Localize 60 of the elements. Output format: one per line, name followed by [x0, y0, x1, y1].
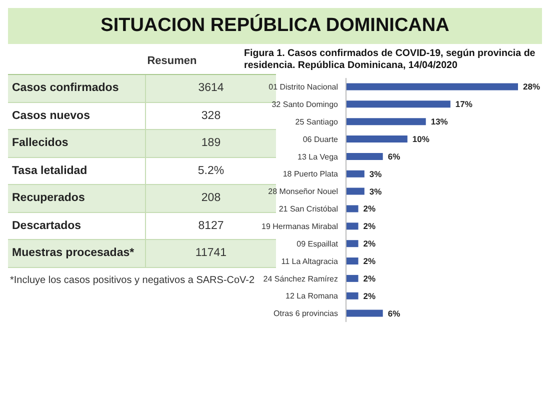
data-label: 2% [363, 256, 376, 266]
y-tick-label: 12 La Romana [286, 292, 339, 301]
text: *Incluye los casos positivos y negativos a SARS-CoV-2 [10, 274, 255, 286]
text: 208 [201, 192, 221, 204]
category-label: Descartados [8, 212, 146, 239]
category-label: Recuperados [8, 185, 146, 212]
bar [346, 118, 426, 126]
bar [346, 274, 358, 282]
data-label: 2% [363, 221, 376, 232]
text: 189 [201, 137, 221, 150]
data-label: 3% [369, 168, 382, 179]
text: 5.2% [198, 164, 224, 177]
bar [346, 310, 383, 317]
y-tick-label: 13 La Vega [298, 152, 339, 162]
text: Resumen [147, 55, 197, 67]
data-label: 3% [369, 186, 382, 196]
text: 11741 [195, 247, 227, 260]
bar [346, 205, 358, 212]
bar [346, 83, 518, 90]
bar [346, 100, 450, 108]
y-tick-label: 11 La Altagracia [281, 256, 339, 266]
y-tick-label: 32 Santo Domingo [272, 100, 339, 109]
data-label: 6% [388, 308, 401, 318]
data-label: 17% [455, 99, 473, 110]
category-label: Tasa letalidad [8, 158, 146, 184]
category-label: Casos nuevos [8, 102, 146, 129]
data-label: 6% [388, 151, 401, 162]
category-label: Fallecidos [8, 130, 146, 156]
text: 8127 [198, 220, 224, 232]
text: SITUACION REPÚBLICA DOMINICANA [8, 8, 542, 44]
bar [346, 188, 364, 195]
bar [346, 258, 358, 265]
bar [346, 152, 383, 160]
y-tick-label: 19 Hermanas Mirabal [262, 222, 338, 231]
y-tick-label: 24 Sánchez Ramírez [263, 274, 338, 284]
bar [346, 136, 408, 143]
y-tick-label: 09 Espaillat [296, 239, 339, 248]
chart-title: Figura 1. Casos confirmados de COVID-19, según provincia de residencia. República Dominicana, 14/04/2020 [244, 48, 536, 72]
data-label: 2% [363, 290, 376, 301]
y-tick-label: Otras 6 provincias [274, 309, 338, 318]
y-tick-label: 01 Distrito Nacional [268, 82, 338, 92]
bar [346, 222, 358, 230]
bar [346, 292, 358, 300]
y-tick-label: 06 Duarte [302, 134, 339, 144]
y-tick-label: 21 San Cristóbal [278, 204, 338, 214]
text: 3614 [198, 82, 224, 94]
y-tick-label: 25 Santiago [295, 117, 339, 126]
data-label: 10% [412, 134, 430, 144]
data-label: 2% [363, 238, 376, 249]
data-label: 13% [430, 116, 448, 127]
y-tick-label: 18 Puerto Plata [282, 170, 339, 179]
y-tick-label: 28 Monseñor Nouel [268, 187, 338, 196]
text: 328 [201, 110, 221, 122]
data-label: 2% [363, 204, 376, 214]
data-label: 2% [363, 273, 376, 284]
data-label: 28% [523, 82, 540, 92]
bar [346, 240, 358, 248]
category-label: Muestras procesadas* [8, 240, 146, 266]
category-label: Casos confirmados [8, 75, 146, 102]
bar [346, 170, 364, 178]
